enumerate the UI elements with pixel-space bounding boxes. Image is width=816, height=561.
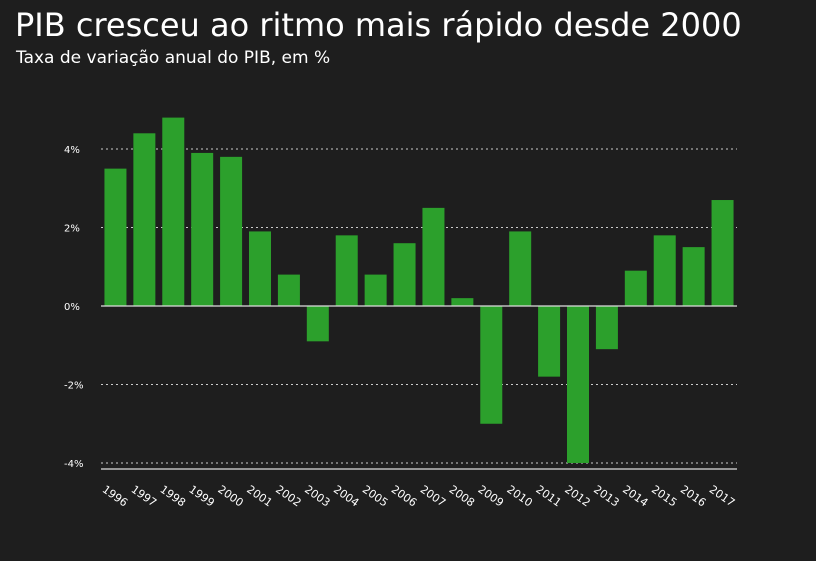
bar-2015 — [653, 235, 676, 306]
bar-2017 — [711, 200, 734, 306]
x-tick-label: 2010 — [504, 483, 534, 510]
bar-2007 — [422, 207, 445, 306]
bar-2001 — [249, 231, 271, 306]
x-tick-label: 2013 — [591, 483, 621, 510]
bar-2000 — [220, 156, 243, 306]
bar-2012 — [567, 306, 589, 463]
bar-2010 — [509, 231, 532, 306]
chart-title: PIB cresceu ao ritmo mais rápido desde 2… — [15, 6, 742, 44]
y-tick-label: 4% — [64, 145, 80, 156]
bar-1997 — [133, 133, 156, 306]
x-tick-label: 2008 — [447, 483, 477, 510]
x-tick-label: 2007 — [418, 483, 448, 510]
x-tick-label: 2017 — [707, 483, 737, 510]
x-tick-label: 2016 — [678, 483, 708, 510]
bar-2005 — [364, 274, 387, 306]
y-tick-label: 0% — [64, 302, 80, 313]
x-tick-label: 2004 — [331, 483, 361, 510]
bar-2013 — [595, 306, 618, 350]
bar-1996 — [104, 168, 127, 306]
x-tick-label: 2014 — [620, 483, 650, 510]
bar-2011 — [538, 306, 561, 377]
x-tick-label: 2000 — [215, 483, 245, 510]
x-tick-label: 1997 — [129, 483, 159, 510]
bar-1998 — [162, 117, 185, 306]
bar-2002 — [277, 274, 300, 306]
bar-2004 — [335, 235, 358, 306]
y-tick-label: 2% — [64, 224, 80, 235]
x-tick-label: 2006 — [389, 483, 419, 510]
x-tick-label: 2003 — [302, 483, 332, 510]
x-tick-label: 1999 — [186, 483, 216, 510]
x-tick-label: 2002 — [273, 483, 303, 510]
bar-1999 — [191, 152, 214, 306]
chart-subtitle: Taxa de variação anual do PIB, em % — [16, 48, 331, 68]
x-tick-label: 2009 — [476, 483, 506, 510]
y-tick-label: -4% — [64, 459, 83, 470]
x-tick-label: 2012 — [562, 483, 592, 510]
bar-2008 — [451, 298, 474, 306]
bar-2003 — [306, 306, 329, 342]
bar-2009 — [480, 306, 503, 424]
x-tick-label: 2005 — [360, 483, 390, 510]
x-tick-label: 2015 — [649, 483, 679, 510]
x-tick-label: 1998 — [158, 483, 188, 510]
bar-2014 — [624, 270, 647, 306]
x-tick-label: 1996 — [100, 483, 130, 510]
x-tick-label: 2011 — [533, 483, 563, 510]
y-tick-label: -2% — [64, 381, 83, 392]
x-tick-label: 2001 — [244, 483, 274, 510]
bar-2006 — [393, 243, 416, 306]
bar-2016 — [682, 247, 705, 306]
